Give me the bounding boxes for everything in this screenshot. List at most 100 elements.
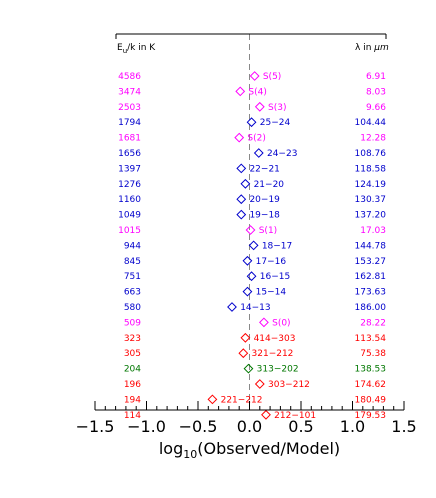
data-rows: 4586 S(5) 6.91 3474 S(4) 8.03 2503 S(3) 9.66 1794… <box>118 71 387 421</box>
energy-value: 509 <box>124 318 141 328</box>
data-row: 845 17−16 153.27 <box>124 255 386 267</box>
data-point-diamond <box>245 225 256 235</box>
energy-header-sub: u <box>123 47 127 55</box>
data-point-diamond <box>227 302 237 312</box>
x-tick-label: 0.0 <box>237 417 262 436</box>
data-point-diamond <box>207 394 218 405</box>
data-row: 509 S(0) 28.22 <box>124 317 386 328</box>
data-row: 944 18−17 144.78 <box>124 240 387 251</box>
wavelength-value: 130.37 <box>355 195 387 205</box>
plot-frame <box>115 33 387 39</box>
transition-label: 17−16 <box>256 257 287 267</box>
energy-value: 1656 <box>118 149 141 159</box>
energy-value: 845 <box>124 257 141 267</box>
transition-label: S(0) <box>272 318 290 328</box>
data-point-diamond <box>253 148 264 158</box>
transition-label: 21−20 <box>254 180 285 190</box>
data-point-diamond <box>249 71 260 81</box>
wavelength-value: 124.19 <box>355 180 387 190</box>
wavelength-header: λ in μm <box>355 43 389 53</box>
headers: Eu/k in K λ in μm <box>117 43 389 55</box>
energy-value: 944 <box>124 241 141 251</box>
transition-label: 321−212 <box>252 349 294 359</box>
wavelength-header-main: λ in <box>355 43 374 53</box>
energy-header: Eu/k in K <box>117 43 156 55</box>
energy-value: 305 <box>124 349 141 359</box>
data-point-diamond <box>243 363 254 374</box>
transition-label: 212−101 <box>274 411 316 421</box>
data-point-diamond <box>236 163 247 174</box>
transition-label: 303−212 <box>268 380 310 390</box>
data-point-diamond <box>246 271 257 282</box>
data-row: 1794 25−24 104.44 <box>118 117 386 128</box>
data-row: 580 14−13 186.00 <box>124 302 386 313</box>
transition-label: S(4) <box>248 87 266 97</box>
wavelength-value: 28.22 <box>360 318 386 328</box>
energy-value: 1397 <box>118 164 141 174</box>
data-point-diamond <box>259 317 269 328</box>
transition-label: 22−21 <box>249 164 279 174</box>
energy-value: 114 <box>124 411 141 421</box>
energy-value: 194 <box>124 395 141 405</box>
transition-label: S(3) <box>268 103 286 113</box>
data-point-diamond <box>238 348 249 359</box>
data-point-diamond <box>234 132 245 143</box>
transition-label: 19−18 <box>249 211 280 221</box>
energy-header-main: E <box>117 43 123 53</box>
energy-value: 4586 <box>118 72 141 82</box>
energy-header-rest: /k in K <box>127 43 156 53</box>
data-row: 1656 24−23 108.76 <box>118 148 387 159</box>
data-row: 196 303−212 174.62 <box>124 379 387 390</box>
wavelength-value: 8.03 <box>366 87 386 97</box>
wavelength-value: 162.81 <box>355 272 387 282</box>
transition-label: 221−212 <box>221 395 263 405</box>
wavelength-value: 113.54 <box>355 334 387 344</box>
data-point-diamond <box>261 409 271 420</box>
data-row: 204 313−202 138.53 <box>124 363 386 375</box>
wavelength-value: 174.62 <box>355 380 387 390</box>
transition-label: 24−23 <box>267 149 297 159</box>
data-point-diamond <box>236 194 247 205</box>
energy-value: 2503 <box>118 103 141 113</box>
transition-label: 313−202 <box>257 365 299 375</box>
energy-value: 1015 <box>118 226 141 236</box>
transition-label: 16−15 <box>260 272 290 282</box>
wavelength-value: 179.53 <box>355 411 387 421</box>
wavelength-value: 6.91 <box>366 72 386 82</box>
transition-label: S(2) <box>247 134 265 144</box>
wavelength-value: 108.76 <box>355 149 387 159</box>
transition-label: 15−14 <box>256 288 287 298</box>
energy-value: 1276 <box>118 180 141 190</box>
data-row: 1681 S(2) 12.28 <box>118 132 386 144</box>
data-row: 1049 19−18 137.20 <box>118 209 386 221</box>
data-row: 1397 22−21 118.58 <box>118 163 386 174</box>
x-axis-title: log10(Observed/Model) <box>159 439 340 461</box>
data-row: 2503 S(3) 9.66 <box>118 101 386 113</box>
data-point-diamond <box>242 255 253 266</box>
data-point-diamond <box>240 332 251 343</box>
energy-value: 1160 <box>118 195 141 205</box>
x-axis: −1.5 −1.0 −0.5 0.0 0.5 1.0 1.5 <box>76 401 417 436</box>
wavelength-value: 144.78 <box>355 241 387 251</box>
data-row: 114 212−101 179.53 <box>124 409 387 421</box>
data-point-diamond <box>242 286 253 297</box>
data-point-diamond <box>236 209 247 220</box>
energy-value: 580 <box>124 303 141 313</box>
data-point-diamond <box>240 178 251 189</box>
energy-value: 751 <box>124 272 141 282</box>
x-tick-label: −1.0 <box>127 417 166 436</box>
energy-value: 204 <box>124 365 141 375</box>
transition-label: 18−17 <box>262 241 292 251</box>
transition-label: S(1) <box>259 226 277 236</box>
data-row: 663 15−14 173.63 <box>124 286 387 298</box>
data-point-diamond <box>248 240 259 251</box>
wavelength-value: 180.49 <box>355 395 387 405</box>
energy-value: 3474 <box>118 87 141 97</box>
wavelength-value: 173.63 <box>355 288 387 298</box>
x-tick-label: −1.5 <box>76 417 115 436</box>
data-row: 1276 21−20 124.19 <box>118 178 387 190</box>
energy-value: 196 <box>124 380 141 390</box>
transition-label: 14−13 <box>240 303 270 313</box>
data-row: 751 16−15 162.81 <box>124 271 387 282</box>
